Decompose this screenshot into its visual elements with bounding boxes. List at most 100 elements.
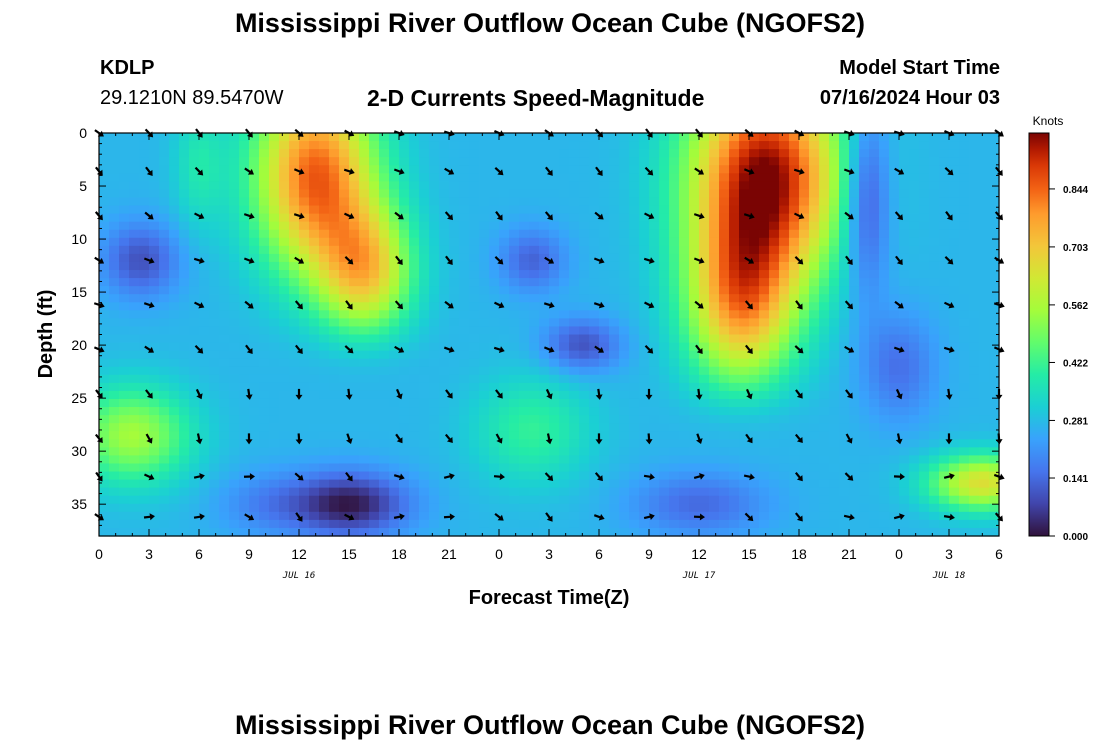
heatmap-cell (919, 431, 930, 440)
heatmap-cell (679, 181, 690, 191)
heatmap-cell (269, 431, 280, 440)
heatmap-cell (959, 382, 970, 392)
current-arrow (195, 388, 203, 400)
heatmap-cell (269, 398, 280, 408)
heatmap-cell (739, 398, 750, 408)
heatmap-cell (939, 237, 950, 247)
heatmap-cell (749, 270, 760, 279)
x-tick-label: 3 (545, 546, 553, 562)
heatmap-cell (119, 221, 130, 231)
heatmap-cell (139, 447, 150, 456)
heatmap-cell (259, 310, 270, 319)
heatmap-cell (929, 463, 940, 473)
heatmap-cell (479, 173, 490, 182)
heatmap-cell (559, 439, 570, 448)
heatmap-cell (569, 471, 580, 481)
heatmap-cell (419, 294, 430, 303)
heatmap-cell (559, 334, 570, 344)
heatmap-cell (489, 213, 500, 223)
heatmap-cell (429, 213, 440, 223)
heatmap-cell (599, 173, 610, 182)
heatmap-cell (839, 197, 850, 207)
heatmap-cell (769, 487, 780, 497)
heatmap-cell (399, 165, 410, 174)
heatmap-cell (209, 439, 220, 448)
heatmap-cell (579, 149, 590, 158)
heatmap-cell (269, 463, 280, 473)
heatmap-cell (559, 398, 570, 408)
heatmap-cell (419, 173, 430, 182)
heatmap-cell (889, 511, 900, 521)
heatmap-cell (269, 511, 280, 521)
heatmap-cell (629, 261, 640, 271)
heatmap-cell (379, 310, 390, 319)
heatmap-cell (179, 447, 190, 456)
heatmap-cell (629, 326, 640, 336)
heatmap-cell (529, 270, 540, 279)
heatmap-cell (169, 463, 180, 473)
heatmap-cell (459, 366, 470, 376)
heatmap-cell (729, 326, 740, 336)
heatmap-cell (239, 342, 250, 352)
heatmap-cell (309, 447, 320, 456)
heatmap-cell (339, 342, 350, 352)
heatmap-cell (899, 149, 910, 158)
heatmap-cell (209, 471, 220, 481)
heatmap-cell (319, 471, 330, 481)
heatmap-cell (899, 310, 910, 319)
heatmap-cell (529, 527, 540, 537)
heatmap-cell (509, 318, 520, 328)
heatmap-cell (539, 253, 550, 263)
heatmap-cell (869, 382, 880, 392)
heatmap-cell (889, 173, 900, 182)
heatmap-cell (609, 439, 620, 448)
heatmap-cell (539, 197, 550, 207)
heatmap-cell (99, 237, 110, 247)
heatmap-cell (549, 374, 560, 384)
heatmap-cell (399, 487, 410, 497)
heatmap-cell (979, 398, 990, 408)
heatmap-cell (599, 133, 610, 142)
heatmap-cell (569, 157, 580, 166)
heatmap-cell (749, 318, 760, 328)
heatmap-cell (109, 141, 120, 150)
current-arrow (794, 345, 804, 354)
heatmap-cell (839, 157, 850, 166)
current-arrow (695, 344, 703, 355)
heatmap-cell (589, 487, 600, 497)
heatmap-cell (809, 165, 820, 174)
heatmap-cell (759, 415, 770, 424)
heatmap-cell (239, 165, 250, 174)
heatmap-cell (969, 519, 980, 529)
heatmap-cell (619, 229, 630, 239)
heatmap-cell (309, 358, 320, 368)
heatmap-cell (329, 221, 340, 231)
heatmap-cell (439, 455, 450, 465)
heatmap-cell (269, 382, 280, 392)
heatmap-cell (949, 447, 960, 456)
heatmap-cell (779, 439, 790, 448)
heatmap-cell (919, 221, 930, 231)
heatmap-cell (189, 439, 200, 448)
heatmap-cell (589, 431, 600, 440)
heatmap-cell (409, 181, 420, 191)
heatmap-cell (929, 294, 940, 303)
heatmap-cell (559, 302, 570, 311)
heatmap-cell (129, 294, 140, 303)
heatmap-cell (209, 431, 220, 440)
heatmap-cell (669, 342, 680, 352)
heatmap-cell (609, 245, 620, 255)
heatmap-cell (479, 189, 490, 199)
heatmap-cell (139, 294, 150, 303)
heatmap-cell (149, 495, 160, 505)
heatmap-cell (239, 253, 250, 263)
heatmap-cell (459, 503, 470, 513)
heatmap-cell (649, 374, 660, 384)
heatmap-cell (749, 487, 760, 497)
heatmap-cell (809, 213, 820, 223)
heatmap-cell (289, 479, 300, 489)
heatmap-cell (489, 455, 500, 465)
heatmap-cell (629, 237, 640, 247)
heatmap-cell (949, 439, 960, 448)
heatmap-cell (419, 157, 430, 166)
